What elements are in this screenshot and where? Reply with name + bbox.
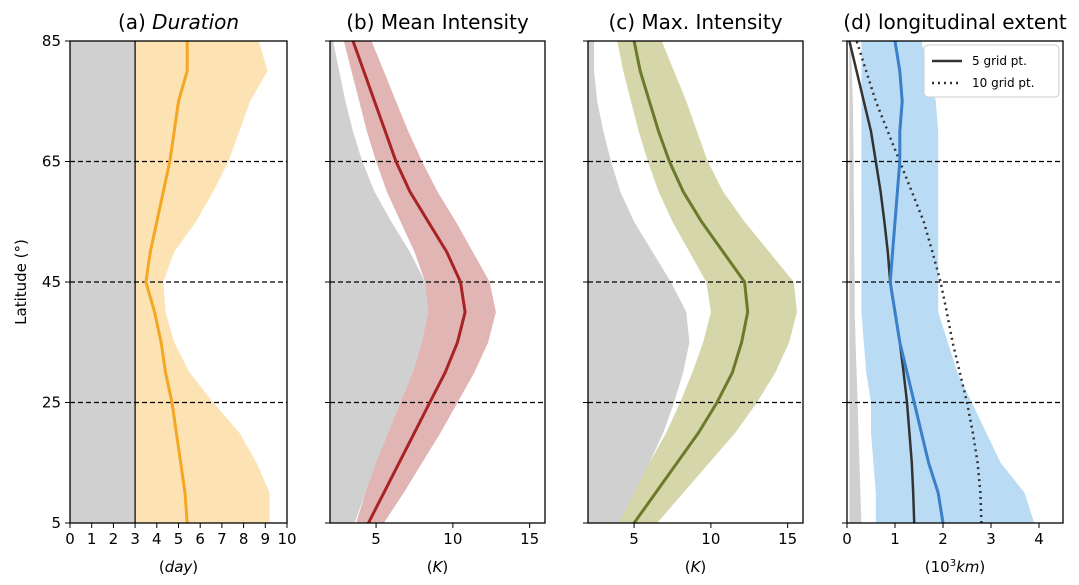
panel-a-mean-line [144, 41, 189, 523]
panel-c: (c) Max. Intensity 5 10 15 (K) [583, 10, 804, 576]
panel-a-xtick-label: 3 [130, 530, 140, 548]
panel-c-xlabel: (K) [685, 558, 707, 576]
panel-d-xtick-label: 3 [986, 530, 996, 548]
legend-entry-1: 5 grid pt. [972, 54, 1027, 68]
ytick-label: 5 [51, 514, 61, 532]
panel-a-xlabel: (day) [159, 558, 198, 576]
panel-a-xtick-label: 8 [239, 530, 249, 548]
panel-c-xtick-label: 10 [701, 530, 720, 548]
panel-d-xtick-label: 0 [842, 530, 852, 548]
panel-b-mean-line [351, 41, 467, 523]
panel-d: (d) longitudinal extent 0 1 2 3 4 (103km) 5 gri… [842, 10, 1067, 576]
panel-d-plot-area [847, 41, 1063, 523]
panel-a-xtick-label: 9 [261, 530, 271, 548]
panel-c-xtick-label: 15 [778, 530, 797, 548]
panel-a-xtick-label: 2 [109, 530, 119, 548]
panel-c-title: (c) Max. Intensity [608, 10, 782, 34]
ytick-label: 45 [42, 273, 61, 291]
panel-a-xtick-label: 4 [152, 530, 162, 548]
ytick-label: 25 [42, 394, 61, 412]
panel-d-legend: 5 grid pt. 10 grid pt. [923, 44, 1060, 98]
panel-a-xtick-label: 0 [65, 530, 75, 548]
panel-d-mean-line [888, 41, 945, 523]
panel-c-plot-area [588, 41, 803, 523]
panel-a-xtick-label: 5 [174, 530, 184, 548]
panel-b-xtick-label: 5 [371, 530, 381, 548]
panel-a-xtick-label: 7 [217, 530, 227, 548]
panel-d-line-10-grid [855, 41, 983, 523]
legend-entry-2: 10 grid pt. [972, 76, 1035, 90]
ytick-label: 85 [42, 32, 61, 50]
panel-b-title: (b) Mean Intensity [346, 10, 529, 34]
y-axis-label: Latitude (°) [12, 239, 30, 325]
panel-b: (b) Mean Intensity 5 10 15 (K) [325, 10, 546, 576]
ytick-label: 65 [42, 153, 61, 171]
panel-c-xtick-label: 5 [629, 530, 639, 548]
panel-b-xlabel: (K) [427, 558, 449, 576]
panel-d-xtick-label: 1 [890, 530, 900, 548]
panel-d-xlabel: (103km) [925, 558, 986, 576]
panel-b-xtick-label: 10 [443, 530, 462, 548]
panel-d-title: (d) longitudinal extent [843, 10, 1067, 34]
panel-c-mean-line [632, 41, 750, 523]
panel-b-xtick-label: 15 [520, 530, 539, 548]
panel-a-title: (a) Duration [118, 10, 239, 34]
panel-a: (a) Duration 0 1 2 3 4 5 6 7 8 9 10 (day) [65, 10, 297, 576]
panel-b-plot-area [330, 41, 545, 523]
panel-d-xtick-label: 2 [938, 530, 948, 548]
panel-a-xtick-label: 6 [195, 530, 205, 548]
panel-a-xtick-label: 10 [277, 530, 296, 548]
panel-d-xtick-label: 4 [1034, 530, 1044, 548]
panel-d-grey-band [849, 41, 862, 523]
panel-a-xtick-label: 1 [87, 530, 97, 548]
panel-a-plot-area [70, 41, 287, 523]
